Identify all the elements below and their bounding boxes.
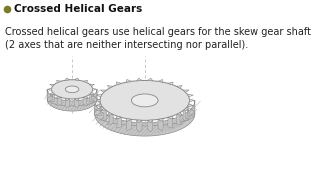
Polygon shape xyxy=(107,86,113,88)
Polygon shape xyxy=(50,92,55,102)
Polygon shape xyxy=(95,99,100,102)
Polygon shape xyxy=(176,113,182,124)
Polygon shape xyxy=(100,90,106,92)
Polygon shape xyxy=(158,118,163,131)
Polygon shape xyxy=(90,92,95,94)
Polygon shape xyxy=(96,94,102,97)
Polygon shape xyxy=(56,96,61,98)
Polygon shape xyxy=(95,100,195,136)
Polygon shape xyxy=(116,82,122,85)
Polygon shape xyxy=(137,78,142,81)
Polygon shape xyxy=(65,98,70,108)
Polygon shape xyxy=(176,113,182,115)
Polygon shape xyxy=(148,120,153,123)
Polygon shape xyxy=(126,118,131,121)
Polygon shape xyxy=(158,79,163,82)
Polygon shape xyxy=(148,78,153,81)
Polygon shape xyxy=(107,113,113,124)
Polygon shape xyxy=(183,109,189,120)
Polygon shape xyxy=(47,88,52,90)
Polygon shape xyxy=(74,78,79,80)
Polygon shape xyxy=(148,120,153,132)
Polygon shape xyxy=(56,96,61,105)
Text: Crossed helical gears use helical gears for the skew gear shaft
(2 axes that are: Crossed helical gears use helical gears … xyxy=(5,28,311,50)
Polygon shape xyxy=(96,104,102,116)
Ellipse shape xyxy=(100,81,189,120)
Polygon shape xyxy=(168,116,173,128)
Polygon shape xyxy=(168,82,173,85)
Polygon shape xyxy=(189,99,195,102)
Polygon shape xyxy=(74,98,79,101)
Polygon shape xyxy=(176,86,182,88)
Polygon shape xyxy=(83,80,88,83)
Polygon shape xyxy=(116,116,122,128)
Polygon shape xyxy=(126,118,131,131)
Polygon shape xyxy=(50,92,55,94)
Ellipse shape xyxy=(51,80,93,99)
Polygon shape xyxy=(47,89,97,111)
Polygon shape xyxy=(100,109,106,111)
Polygon shape xyxy=(74,98,79,108)
Polygon shape xyxy=(96,104,102,106)
Polygon shape xyxy=(188,104,193,106)
Polygon shape xyxy=(158,118,163,121)
Polygon shape xyxy=(188,104,193,116)
Ellipse shape xyxy=(65,86,79,93)
Polygon shape xyxy=(116,116,122,119)
Ellipse shape xyxy=(131,94,158,107)
Polygon shape xyxy=(83,96,88,105)
Polygon shape xyxy=(90,92,95,102)
Polygon shape xyxy=(168,116,173,119)
Polygon shape xyxy=(137,120,142,123)
Polygon shape xyxy=(83,96,88,98)
Polygon shape xyxy=(50,84,55,86)
Polygon shape xyxy=(100,109,106,120)
Polygon shape xyxy=(126,79,131,82)
Polygon shape xyxy=(93,88,97,90)
Polygon shape xyxy=(65,98,70,101)
Polygon shape xyxy=(183,90,189,92)
Polygon shape xyxy=(188,94,193,97)
Polygon shape xyxy=(65,78,70,80)
Polygon shape xyxy=(95,99,100,111)
Polygon shape xyxy=(56,80,61,83)
Polygon shape xyxy=(107,113,113,115)
Text: Crossed Helical Gears: Crossed Helical Gears xyxy=(14,4,142,14)
Polygon shape xyxy=(137,120,142,132)
Polygon shape xyxy=(90,84,95,86)
Polygon shape xyxy=(183,109,189,111)
